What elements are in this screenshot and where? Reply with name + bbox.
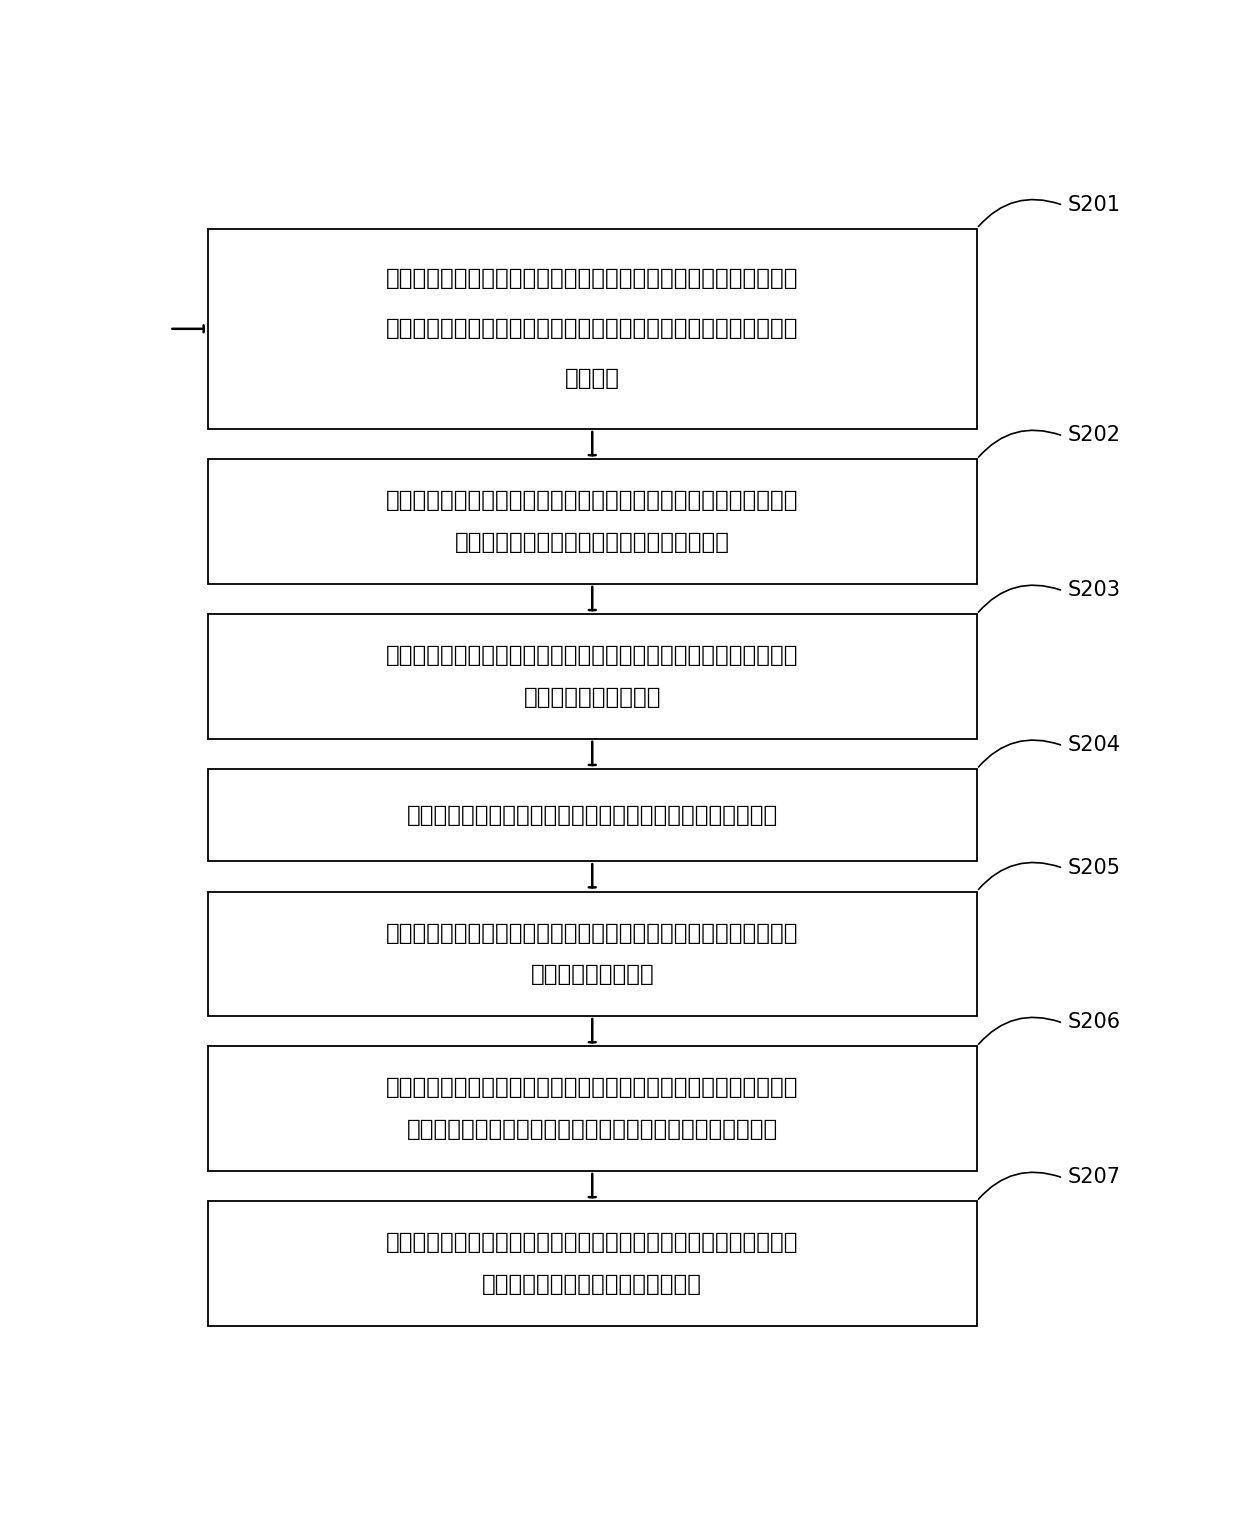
Text: S201: S201 — [1068, 194, 1121, 215]
Text: 控制激光发射机构发射探测光、辐射太赫兹波至待治疗对象、根据所: 控制激光发射机构发射探测光、辐射太赫兹波至待治疗对象、根据所 — [386, 267, 799, 290]
Text: 治疗对象的待治疗区域: 治疗对象的待治疗区域 — [523, 685, 661, 709]
Text: 控制所述激光发射机构向所述待治疗区域辐射脉冲激光，对所述待治: 控制所述激光发射机构向所述待治疗区域辐射脉冲激光，对所述待治 — [386, 922, 799, 944]
Text: S202: S202 — [1068, 426, 1121, 446]
Text: 获取所述待治疗对象的太赫兹光谱和成像信息: 获取所述待治疗对象的太赫兹光谱和成像信息 — [455, 531, 730, 553]
Bar — [208, 459, 977, 584]
Bar — [208, 229, 977, 429]
Text: 数字信号: 数字信号 — [564, 367, 620, 391]
Bar — [208, 891, 977, 1016]
Text: S207: S207 — [1068, 1167, 1121, 1187]
Text: S205: S205 — [1068, 858, 1121, 878]
Text: 量的大小和所述光热治疗的持续时间: 量的大小和所述光热治疗的持续时间 — [482, 1273, 702, 1296]
Text: S206: S206 — [1068, 1013, 1121, 1032]
Text: 述探测光和所述待治疗对象反射的太赫兹波产生微电流信号并处理为: 述探测光和所述待治疗对象反射的太赫兹波产生微电流信号并处理为 — [386, 317, 799, 340]
Text: 控制所述注射装置向所述待治疗区域注射预设剂量的光热试剂: 控制所述注射装置向所述待治疗区域注射预设剂量的光热试剂 — [407, 803, 777, 826]
Bar — [208, 1046, 977, 1170]
Text: 根据所述数字信号生成太赫兹脉冲信号，并根据所述太赫兹脉冲信号: 根据所述数字信号生成太赫兹脉冲信号，并根据所述太赫兹脉冲信号 — [386, 490, 799, 512]
Text: S203: S203 — [1068, 581, 1121, 600]
Text: 根据所述光热治疗的效果反馈调节所述脉冲激光的参数、所述预设剂: 根据所述光热治疗的效果反馈调节所述脉冲激光的参数、所述预设剂 — [386, 1231, 799, 1254]
Text: 疗区域进行光热治疗: 疗区域进行光热治疗 — [531, 963, 655, 985]
Text: 象的太赫兹光谱和成像信息，对所述光热治疗的效果进行监控: 象的太赫兹光谱和成像信息，对所述光热治疗的效果进行监控 — [407, 1117, 777, 1142]
Bar — [208, 1201, 977, 1326]
Text: S204: S204 — [1068, 735, 1121, 755]
Bar — [208, 614, 977, 738]
Bar — [208, 769, 977, 861]
Text: 在对所述待治疗区域进行光热治疗的过程中，同步获取所述待治疗对: 在对所述待治疗区域进行光热治疗的过程中，同步获取所述待治疗对 — [386, 1076, 799, 1099]
Text: 对所述待治疗对象的太赫兹光谱和成像信息进行分析，识别出所述待: 对所述待治疗对象的太赫兹光谱和成像信息进行分析，识别出所述待 — [386, 644, 799, 667]
